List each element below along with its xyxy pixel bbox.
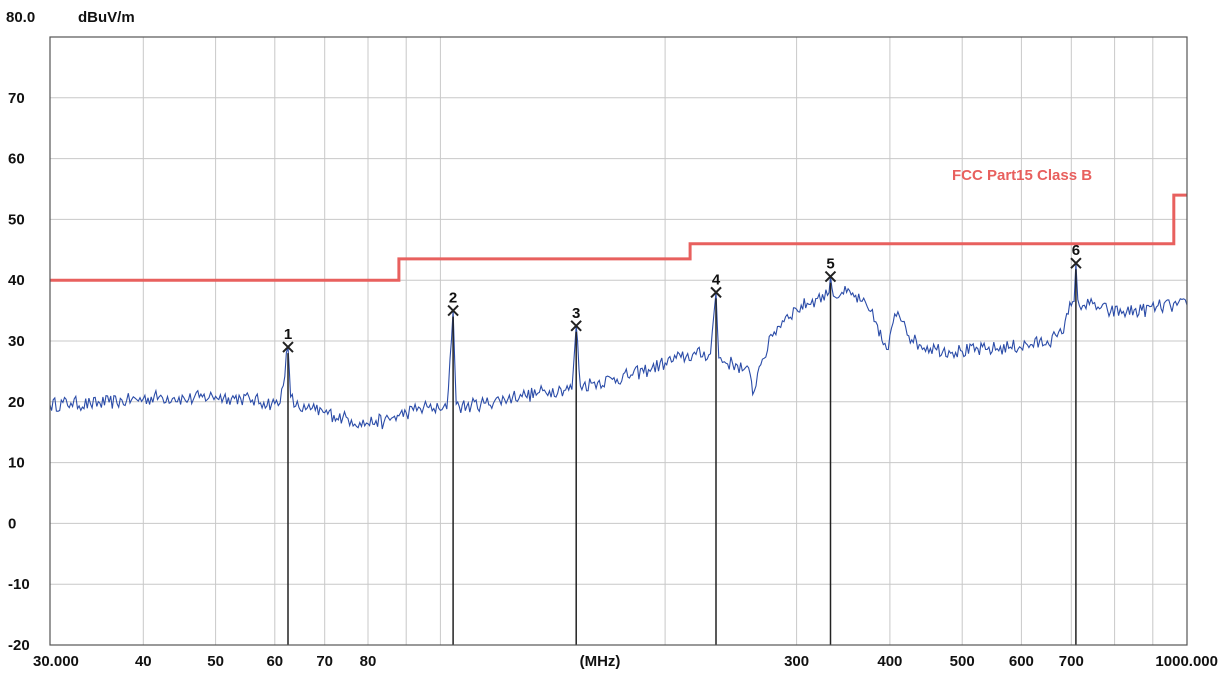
x-tick-label: 400 bbox=[877, 653, 902, 670]
marker-number: 4 bbox=[712, 271, 721, 288]
grid-lines bbox=[50, 37, 1187, 645]
limit-line-label: FCC Part15 Class B bbox=[952, 167, 1092, 184]
marker-number: 2 bbox=[449, 290, 457, 307]
limit-line bbox=[50, 193, 1187, 282]
y-tick-label: 50 bbox=[8, 211, 25, 228]
y-axis-top-value: 80.0 bbox=[6, 9, 35, 26]
x-tick-label: 300 bbox=[784, 653, 809, 670]
y-tick-labels: 70 60 50 40 30 20 10 0 -10 -20 bbox=[8, 90, 30, 654]
y-tick-label: 30 bbox=[8, 333, 25, 350]
plot-frame bbox=[49, 36, 1188, 646]
x-tick-labels: 30.000 40 50 60 70 80 300 400 500 600 700 1000.000 bbox=[33, 653, 1218, 670]
measurement-trace bbox=[49, 263, 1188, 430]
marker-cross bbox=[570, 320, 582, 332]
y-tick-label: 20 bbox=[8, 394, 25, 411]
marker-cross bbox=[1070, 257, 1082, 269]
marker-number: 1 bbox=[284, 326, 292, 343]
marker-number: 5 bbox=[826, 256, 834, 273]
marker-cross bbox=[447, 304, 459, 317]
marker-group: 1 2 3 4 5 6 bbox=[282, 242, 1082, 645]
x-tick-label: 700 bbox=[1059, 653, 1084, 670]
x-tick-label: 50 bbox=[207, 653, 224, 670]
x-tick-label: 40 bbox=[135, 653, 152, 670]
limit-line-group bbox=[50, 193, 1187, 282]
x-tick-label: 60 bbox=[266, 653, 283, 670]
x-tick-label: 30.000 bbox=[33, 653, 79, 670]
marker-number: 6 bbox=[1072, 242, 1080, 259]
y-axis-unit: dBuV/m bbox=[78, 9, 135, 26]
x-tick-label: 70 bbox=[316, 653, 333, 670]
y-tick-label: -10 bbox=[8, 576, 30, 593]
marker-cross bbox=[282, 341, 294, 353]
marker-cross bbox=[710, 286, 722, 299]
marker-cross bbox=[824, 270, 837, 283]
y-tick-label: 60 bbox=[8, 151, 25, 168]
y-tick-label: 0 bbox=[8, 515, 16, 532]
x-tick-label: 1000.000 bbox=[1155, 653, 1218, 670]
y-tick-label: 70 bbox=[8, 90, 25, 107]
marker-number: 3 bbox=[572, 305, 580, 322]
x-axis-unit: (MHz) bbox=[580, 653, 621, 670]
y-tick-label: 40 bbox=[8, 272, 25, 289]
x-tick-label: 500 bbox=[950, 653, 975, 670]
y-tick-label: 10 bbox=[8, 455, 25, 472]
x-tick-label: 80 bbox=[360, 653, 377, 670]
x-tick-label: 600 bbox=[1009, 653, 1034, 670]
y-tick-label: -20 bbox=[8, 637, 30, 654]
measurement-trace-group bbox=[49, 263, 1188, 430]
